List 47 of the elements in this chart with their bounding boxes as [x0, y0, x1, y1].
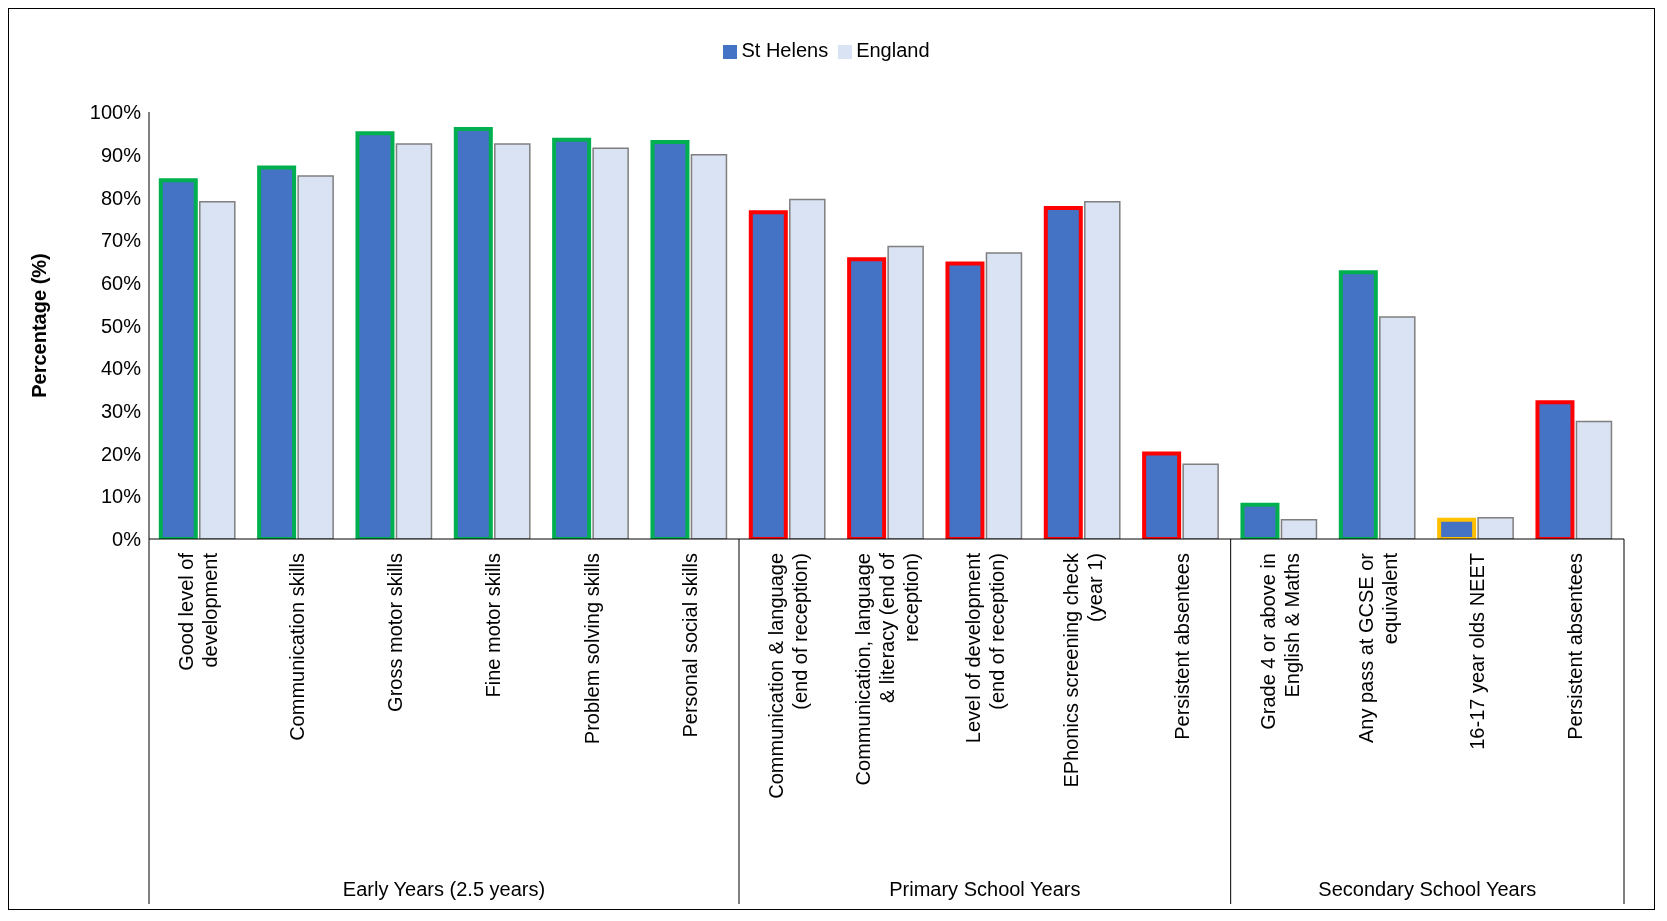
bar [494, 143, 531, 539]
bar [395, 143, 433, 539]
x-tick-label: EPhonics screening check (year 1) [1060, 552, 1107, 788]
x-tick-label: Communication skills [285, 553, 308, 741]
x-tick-label: Gross motor skills [383, 553, 406, 712]
x-tick-label: Problem solving skills [580, 553, 603, 745]
bar [985, 252, 1023, 539]
bar [887, 245, 924, 539]
y-tick-label: 60% [100, 271, 142, 294]
x-tick-label: Level of development (end of reception) [961, 552, 1008, 744]
text: Secondary School Years [1318, 878, 1537, 900]
x-tick-label: Grade 4 or above in English & Maths [1256, 553, 1303, 730]
bar [592, 147, 629, 539]
y-tick-label: 10% [100, 485, 142, 508]
bar [1280, 519, 1318, 539]
y-tick-label: 20% [100, 442, 142, 465]
y-tick-label: 80% [100, 186, 142, 209]
bar [1477, 516, 1514, 539]
y-tick-label: 40% [100, 357, 142, 380]
bar [1379, 316, 1416, 539]
x-tick-label: Persistent absentees [1563, 553, 1586, 740]
x-tick-label: Any pass at GCSE or equivalent [1355, 552, 1402, 744]
bar [789, 198, 826, 539]
y-tick-label: 50% [100, 314, 142, 337]
x-tick-label: 16-17 year olds NEET [1465, 553, 1488, 750]
y-tick-label: 30% [100, 400, 142, 422]
x-tick-label: Personal social skills [678, 553, 701, 738]
x-tick-label: Communication, language & literacy (end of reception) [851, 552, 922, 786]
y-tick-label: 70% [100, 229, 142, 252]
y-tick-label: 90% [100, 143, 142, 166]
x-tick-label: Persistent absentees [1170, 553, 1193, 740]
y-axis-title: Percentage (%) [28, 253, 51, 398]
bar [1084, 200, 1121, 539]
bar [690, 153, 728, 539]
legend-label: St Helens [741, 39, 829, 61]
legend-label: England [856, 39, 930, 61]
x-tick-label: Communication & language (end of reception) [765, 553, 812, 799]
bar [199, 200, 236, 539]
bar [1575, 420, 1613, 539]
text: Early Years (2.5 years) [342, 878, 546, 900]
y-tick-label: 0% [112, 528, 142, 551]
text: Primary School Years [889, 878, 1081, 900]
x-tick-label: Good level of development [175, 552, 222, 671]
x-tick-label: Fine motor skills [482, 553, 505, 698]
bar [297, 175, 334, 539]
bar [1182, 463, 1219, 539]
y-tick-label: 100% [89, 101, 142, 124]
